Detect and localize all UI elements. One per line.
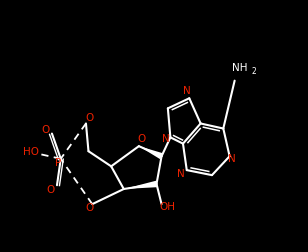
- Text: O: O: [86, 203, 94, 213]
- Text: O: O: [47, 184, 55, 195]
- Text: 2: 2: [251, 67, 256, 76]
- Polygon shape: [124, 181, 157, 189]
- Text: N: N: [183, 86, 191, 96]
- Text: OH: OH: [160, 202, 176, 212]
- Text: HO: HO: [23, 147, 39, 158]
- Text: P: P: [55, 158, 61, 168]
- Text: N: N: [177, 169, 185, 179]
- Text: N: N: [162, 134, 170, 144]
- Text: NH: NH: [232, 63, 247, 73]
- Text: N: N: [228, 154, 236, 164]
- Polygon shape: [139, 146, 163, 159]
- Text: O: O: [137, 134, 145, 144]
- Text: O: O: [86, 113, 94, 123]
- Text: O: O: [42, 125, 50, 135]
